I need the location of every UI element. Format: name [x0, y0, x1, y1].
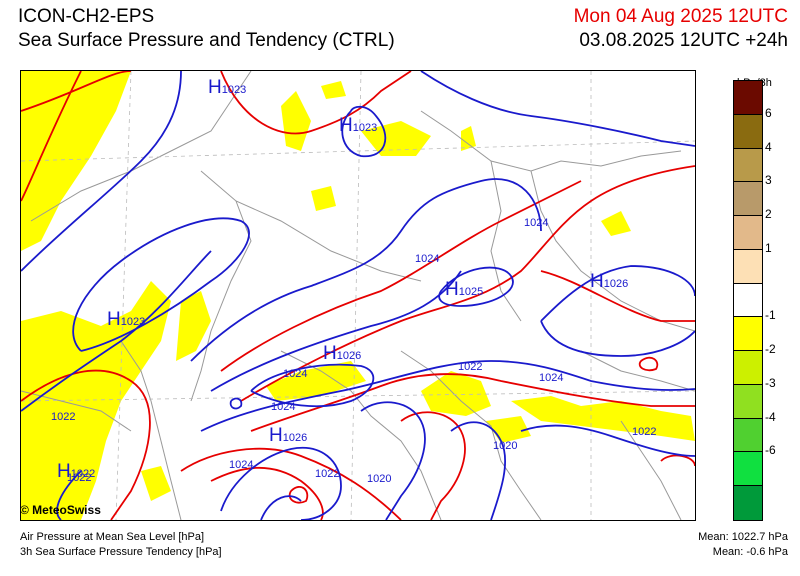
- colorbar-swatch: [734, 452, 762, 487]
- isobar-label: 1024: [229, 459, 254, 471]
- colorbar-swatch: [734, 81, 762, 115]
- high-center-3: H1025: [445, 279, 484, 300]
- high-center-7: H1026: [269, 425, 308, 446]
- model-title: ICON-CH2-EPS: [18, 6, 155, 27]
- colorbar-swatch: [734, 384, 762, 419]
- colorbar-swatch: [734, 418, 762, 453]
- colorbar-tick: 4: [765, 139, 772, 154]
- high-center-4: H1026: [590, 271, 629, 292]
- isobar-label: 1022: [315, 468, 340, 480]
- legend-tendency: 3h Sea Surface Pressure Tendency [hPa]: [20, 546, 222, 558]
- isobar-label: 1020: [367, 473, 392, 485]
- run-info: 03.08.2025 12UTC +24h: [579, 30, 788, 51]
- colorbar-swatch: [734, 249, 762, 284]
- colorbar-swatch: [734, 114, 762, 149]
- isobar-label: 1024: [524, 217, 549, 229]
- isobar-label: 1024: [415, 253, 440, 265]
- copyright: © MeteoSwiss: [20, 503, 101, 517]
- isobar-label: 1022: [458, 361, 483, 373]
- colorbar-tick: 6: [765, 105, 772, 120]
- map-canvas: [21, 71, 695, 520]
- colorbar: [733, 80, 763, 521]
- colorbar-swatch: [734, 148, 762, 183]
- valid-date: Mon 04 Aug 2025 12UTC: [573, 6, 788, 27]
- product-title: Sea Surface Pressure and Tendency (CTRL): [18, 30, 395, 51]
- colorbar-tick: -4: [765, 409, 776, 424]
- tendency-shading: [21, 71, 695, 520]
- borders: [21, 71, 695, 520]
- colorbar-swatch: [734, 351, 762, 385]
- isobars-blue: [21, 71, 695, 520]
- pressure-map: H1023 H1023 H1025 H1026 H1023 H1026 H102…: [20, 70, 696, 521]
- isobar-label: 1024: [283, 368, 308, 380]
- colorbar-tick: -6: [765, 443, 776, 458]
- high-center-5: H1023: [107, 309, 146, 330]
- grid-lines: [21, 71, 695, 520]
- high-center-2: H1023: [339, 115, 378, 136]
- isobar-label: 1024: [539, 372, 564, 384]
- isobar-label: 1024: [271, 401, 296, 413]
- high-center-6: H1026: [323, 343, 362, 364]
- colorbar-swatch: [734, 182, 762, 217]
- colorbar-swatch: [734, 216, 762, 250]
- colorbar-tick: -2: [765, 342, 776, 357]
- isobar-label: 1022: [632, 426, 657, 438]
- mean-tendency: Mean: -0.6 hPa: [712, 546, 788, 558]
- isobars-red: [21, 71, 695, 520]
- colorbar-swatch: [734, 283, 762, 318]
- isobar-label: 1022: [67, 472, 92, 484]
- colorbar-swatch: [734, 486, 762, 520]
- high-center-8: H1022: [57, 461, 96, 482]
- colorbar-tick: 2: [765, 207, 772, 222]
- colorbar-tick: -1: [765, 308, 776, 323]
- colorbar-tick: 3: [765, 173, 772, 188]
- mean-pressure: Mean: 1022.7 hPa: [698, 531, 788, 543]
- isobar-label: 1020: [493, 440, 518, 452]
- colorbar-swatch: [734, 317, 762, 352]
- legend-pressure: Air Pressure at Mean Sea Level [hPa]: [20, 531, 205, 543]
- colorbar-tick: 1: [765, 240, 772, 255]
- isobar-label: 1022: [51, 411, 76, 423]
- colorbar-tick: -3: [765, 375, 776, 390]
- high-center-1: H1023: [208, 77, 247, 98]
